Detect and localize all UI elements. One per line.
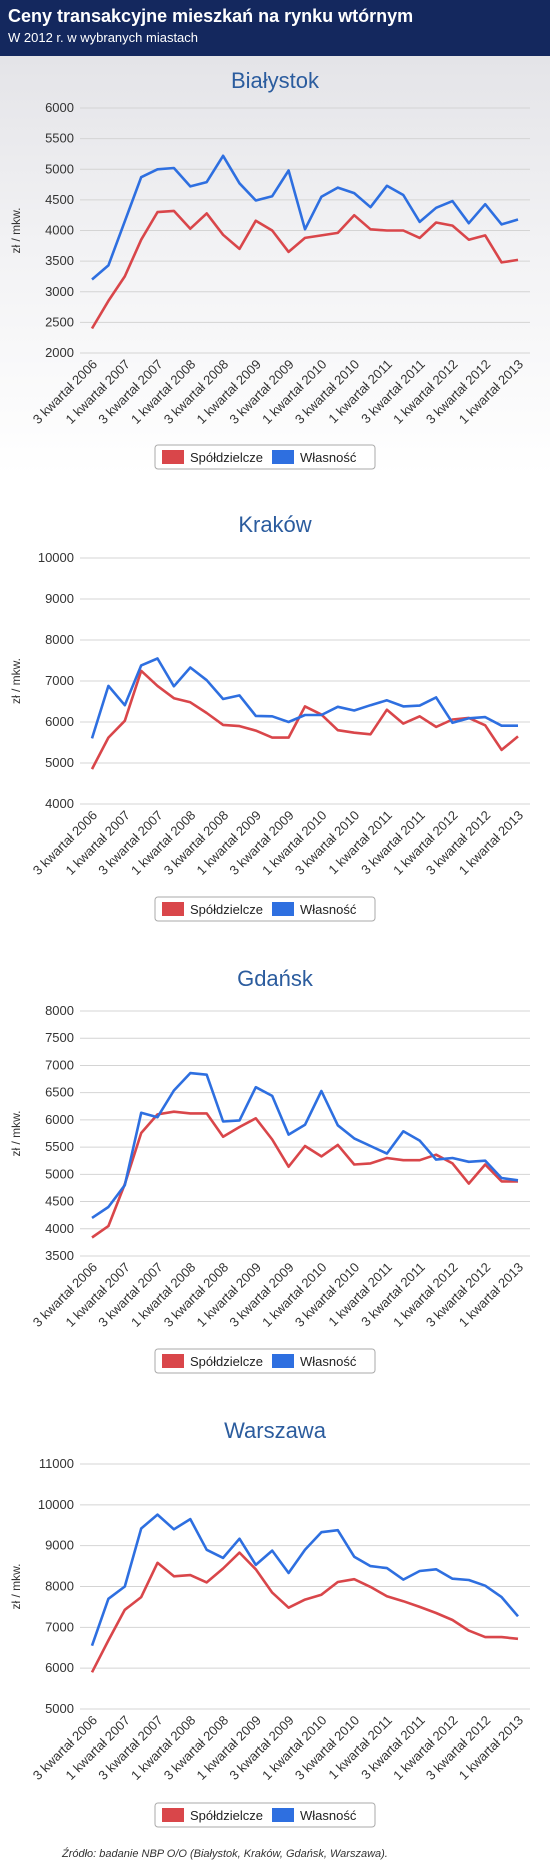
- y-tick-label: 6000: [45, 714, 74, 729]
- legend-label: Spółdzielcze: [190, 1808, 263, 1823]
- y-tick-label: 10000: [38, 550, 74, 565]
- y-tick-label: 7000: [45, 1619, 74, 1634]
- y-axis-label: zł / mkw.: [9, 207, 23, 253]
- legend-swatch: [272, 1354, 294, 1368]
- chart-title: Białystok: [231, 68, 320, 93]
- legend-label: Spółdzielcze: [190, 450, 263, 465]
- y-axis-label: zł / mkw.: [9, 1563, 23, 1609]
- y-tick-label: 2000: [45, 345, 74, 360]
- y-tick-label: 9000: [45, 1538, 74, 1553]
- legend-box: [154, 1348, 376, 1374]
- y-tick-label: 7000: [45, 1057, 74, 1072]
- series-line-spoldzielcze: [90, 669, 519, 770]
- y-tick-label: 4000: [45, 223, 74, 238]
- chart-title: Kraków: [238, 512, 311, 537]
- y-tick-label: 7500: [45, 1030, 74, 1045]
- chart-2: Gdańsk 3500 4000 4500 5000 5500 6000 6500 7000 75…: [9, 966, 530, 1374]
- y-tick-label: 4500: [45, 192, 74, 207]
- legend-label: Własność: [300, 1354, 357, 1369]
- page-subtitle: W 2012 r. w wybranych miastach: [8, 30, 199, 45]
- legend-label: Spółdzielcze: [190, 902, 263, 917]
- header-banner: Ceny transakcyjne mieszkań na rynku wtór…: [0, 0, 550, 56]
- legend-swatch: [272, 1808, 294, 1822]
- y-tick-label: 8000: [45, 1003, 74, 1018]
- y-tick-label: 7000: [45, 673, 74, 688]
- series-line-spoldzielcze: [91, 1110, 518, 1239]
- y-axis-label: zł / mkw.: [9, 658, 23, 704]
- legend-box: [154, 444, 376, 470]
- chart-0: Białystok 2000 2500 3000 3500 4000 4500 5000 550…: [9, 68, 530, 470]
- y-tick-label: 5000: [45, 1166, 74, 1181]
- chart-title: Gdańsk: [237, 966, 314, 991]
- legend-swatch: [162, 902, 184, 916]
- y-tick-label: 5500: [45, 1139, 74, 1154]
- y-tick-label: 10000: [38, 1497, 74, 1512]
- legend-label: Własność: [300, 450, 357, 465]
- y-tick-label: 9000: [45, 591, 74, 606]
- page-title: Ceny transakcyjne mieszkań na rynku wtór…: [8, 6, 414, 26]
- y-tick-label: 5000: [45, 755, 74, 770]
- series-line-spoldzielcze: [90, 1551, 519, 1673]
- legend-swatch: [272, 450, 294, 464]
- source-note: Źródło: badanie NBP O/O (Białystok, Krak…: [62, 1848, 388, 1860]
- y-tick-label: 4500: [45, 1194, 74, 1209]
- series-line-wlasnosc: [91, 154, 519, 281]
- y-tick-label: 8000: [45, 1579, 74, 1594]
- legend: Spółdzielcze Własność: [154, 896, 376, 922]
- y-tick-label: 6000: [45, 1112, 74, 1127]
- y-tick-label: 6000: [45, 1660, 74, 1675]
- y-tick-label: 5000: [45, 1701, 74, 1716]
- legend-box: [154, 896, 376, 922]
- legend-swatch: [162, 450, 184, 464]
- chart-1: Kraków 4000 5000 6000 7000 8000 9000 10000 zł / …: [9, 512, 530, 922]
- legend-box: [154, 1802, 376, 1828]
- legend-swatch: [162, 1354, 184, 1368]
- series-line-wlasnosc: [90, 657, 518, 739]
- chart-3: Warszawa 5000 6000 7000 8000 9000 10000 11000 zł…: [9, 1418, 530, 1828]
- y-tick-label: 4000: [45, 796, 74, 811]
- legend: Spółdzielcze Własność: [154, 1802, 376, 1828]
- y-tick-label: 3500: [45, 1248, 74, 1263]
- y-tick-label: 3000: [45, 284, 74, 299]
- legend-label: Spółdzielcze: [190, 1354, 263, 1369]
- legend-label: Własność: [300, 902, 357, 917]
- legend: Spółdzielcze Własność: [154, 1348, 376, 1374]
- legend-label: Własność: [300, 1808, 357, 1823]
- y-tick-label: 11000: [39, 1456, 74, 1471]
- background-banknote-image: [0, 56, 550, 476]
- y-tick-label: 5000: [45, 161, 74, 176]
- legend-swatch: [272, 902, 294, 916]
- y-tick-label: 8000: [45, 632, 74, 647]
- series-line-spoldzielcze: [90, 209, 519, 330]
- y-tick-label: 3500: [45, 253, 74, 268]
- y-tick-label: 4000: [45, 1221, 74, 1236]
- chart-title: Warszawa: [224, 1418, 327, 1443]
- y-tick-label: 2500: [45, 314, 74, 329]
- y-axis-label: zł / mkw.: [9, 1110, 23, 1156]
- y-tick-label: 5500: [45, 131, 74, 146]
- y-tick-label: 6500: [45, 1085, 74, 1100]
- legend-swatch: [162, 1808, 184, 1822]
- series-line-wlasnosc: [91, 1071, 519, 1219]
- y-tick-label: 6000: [45, 100, 74, 115]
- legend: Spółdzielcze Własność: [154, 444, 376, 470]
- series-line-wlasnosc: [90, 1513, 519, 1647]
